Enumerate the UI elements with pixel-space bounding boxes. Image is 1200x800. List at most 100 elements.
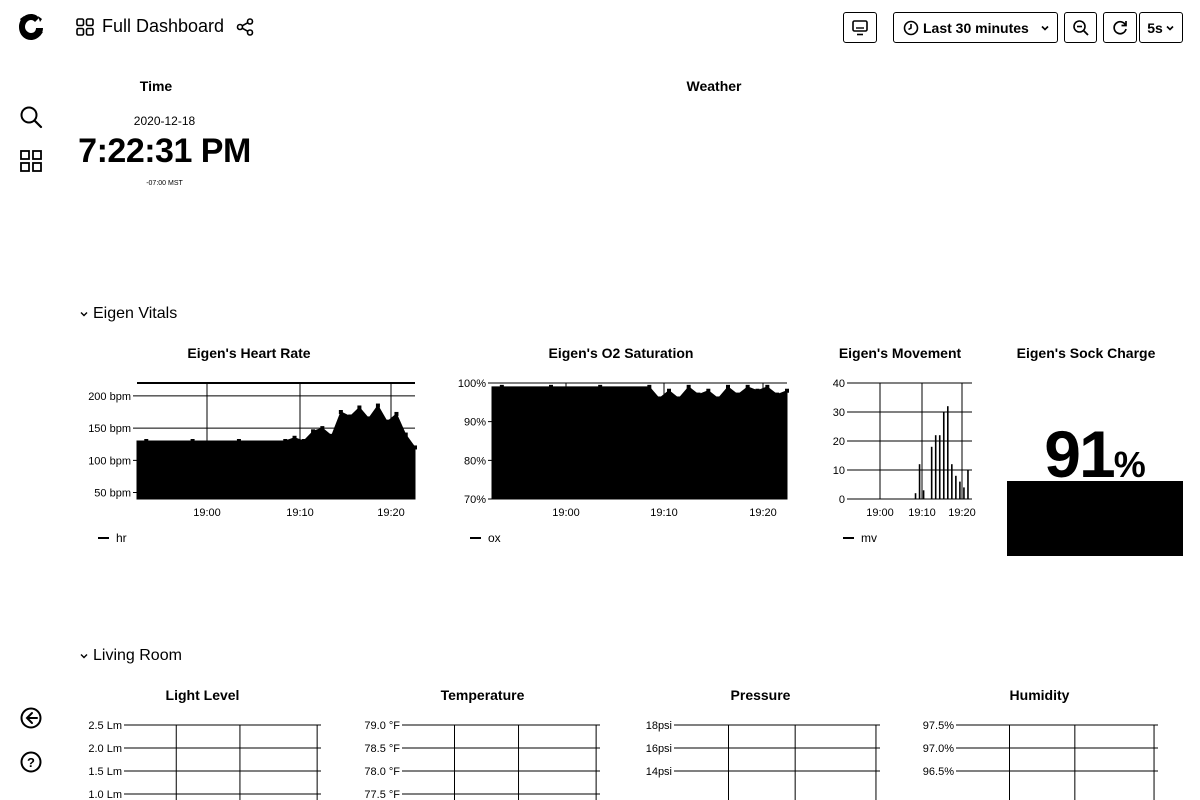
x-tick-label: 19:20 [749,507,777,519]
data-point [348,414,353,419]
y-tick-label: 0 [839,494,845,506]
y-tick-label: 78.5 °F [364,743,400,755]
o2-legend[interactable]: ox [470,531,501,545]
refresh-icon [1113,20,1127,35]
clock-date: 2020-12-18 [133,114,196,128]
row-living-room[interactable]: Living Room [80,647,182,665]
sock-charge-unit: % [1113,444,1146,485]
bar [959,481,961,499]
search-icon[interactable] [14,100,48,134]
chart-6: 96.5% 97.0% 97.5% [923,720,1158,800]
data-point [144,439,149,443]
y-tick-label: 2.0 Lm [88,743,122,755]
data-point [301,439,306,443]
chart-3: 1.0 Lm 1.5 Lm 2.0 Lm 2.5 Lm [88,720,321,800]
legend-label: mv [861,531,877,545]
dashboards-icon[interactable] [14,144,48,178]
refresh-button[interactable] [1103,12,1137,43]
bar [951,464,953,499]
data-point [676,396,681,401]
bar [942,412,945,499]
time-range-picker[interactable]: Last 30 minutes [893,12,1058,43]
y-tick-label: 79.0 °F [364,720,400,732]
humidity-panel-title: Humidity [1009,687,1070,703]
data-point [716,396,721,401]
y-tick-label: 30 [833,407,845,419]
bar [963,487,965,499]
chevron-down-icon [1166,25,1174,31]
bar [947,406,949,499]
bar [914,493,917,499]
y-tick-label: 78.0 °F [364,766,400,778]
bar [967,470,969,499]
row-eigen-vitals[interactable]: Eigen Vitals [80,305,177,323]
clock-time: 7:22:31 PM [78,132,251,170]
sidebar: ? [0,0,62,800]
refresh-interval-picker[interactable]: 5s [1139,12,1183,43]
y-tick-label: 1.5 Lm [88,766,122,778]
data-point [667,388,671,393]
y-tick-label: 80% [464,455,486,467]
data-point [765,384,770,389]
x-tick-label: 19:00 [552,507,580,519]
data-point [403,432,408,437]
refresh-interval-label: 5s [1147,19,1163,36]
chevron-down-icon [80,654,88,659]
bar [922,490,925,499]
dashboard-title[interactable]: Full Dashboard [102,16,225,36]
data-point [647,384,652,389]
data-point [686,384,691,389]
y-tick-label: 16psi [646,743,672,755]
zoom-out-button[interactable] [1064,12,1097,43]
data-point [413,445,417,450]
chevron-down-icon [80,312,88,317]
legend-swatch [470,537,481,539]
weather-panel-title: Weather [686,78,742,94]
y-tick-label: 77.5 °F [364,789,400,800]
dashboard-grid-icon [76,18,94,41]
data-point [236,439,241,443]
legend-swatch [843,537,854,539]
legend-swatch [98,537,109,539]
y-tick-label: 150 bpm [88,423,131,435]
sock-charge-number: 91 [1044,417,1115,491]
chart-2: 0 10 20 30 40 19:00 19:10 19:20 [833,378,976,519]
y-tick-label: 97.5% [923,720,954,732]
sock-charge-panel-title: Eigen's Sock Charge [1016,345,1156,361]
y-tick-label: 20 [833,436,845,448]
data-point [706,388,711,393]
bar [934,435,937,499]
data-point [499,384,504,389]
help-icon[interactable]: ? [14,745,48,779]
x-tick-label: 19:10 [286,507,314,519]
y-tick-label: 14psi [646,766,672,778]
heart-rate-panel-title: Eigen's Heart Rate [187,345,311,361]
bar [955,475,957,499]
data-point [320,426,325,431]
share-icon[interactable] [236,18,254,41]
heart-rate-legend[interactable]: hr [98,531,127,545]
chart-0: 50 bpm 100 bpm 150 bpm 200 bpm 19:00 19:10 19:… [88,382,417,519]
x-tick-label: 19:10 [650,507,678,519]
data-point [598,384,603,389]
data-point [366,416,371,421]
legend-label: ox [488,531,501,545]
data-point [292,435,297,440]
movement-panel-title: Eigen's Movement [838,345,962,361]
y-tick-label: 100 bpm [88,455,131,467]
y-tick-label: 100% [458,378,486,390]
sign-in-icon[interactable] [14,701,48,735]
grafana-logo-icon[interactable] [14,10,48,44]
bar [930,446,933,499]
movement-legend[interactable]: mv [843,531,877,545]
svg-text:?: ? [27,755,35,770]
data-point [394,411,399,416]
data-point [190,439,195,443]
data-point [785,388,789,393]
sock-charge-value: 91% [1007,416,1183,492]
data-point [283,439,288,443]
bar [918,464,921,499]
temperature-panel-title: Temperature [440,687,525,703]
tv-mode-button[interactable] [843,12,877,43]
